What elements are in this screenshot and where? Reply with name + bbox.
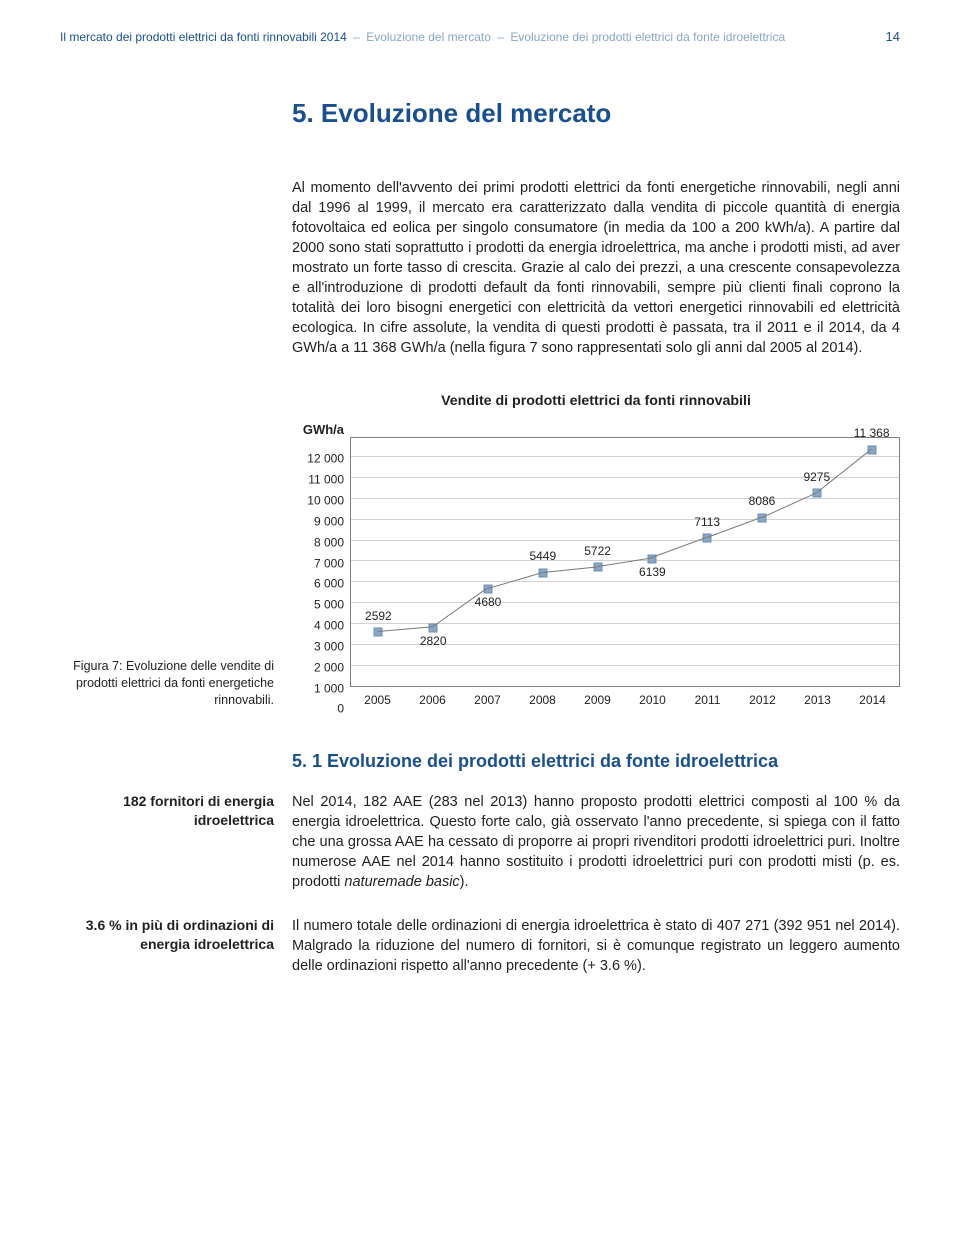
page-number: 14 <box>886 28 900 46</box>
breadcrumb-p3: Evoluzione dei prodotti elettrici da fon… <box>510 30 785 44</box>
intro-paragraph: Al momento dell'avvento dei primi prodot… <box>292 178 900 358</box>
y-tick-label: 4 000 <box>314 617 344 634</box>
y-tick-label: 6 000 <box>314 576 344 593</box>
x-tick-label: 2007 <box>460 687 515 709</box>
section-1-body: Nel 2014, 182 AAE (283 nel 2013) hanno p… <box>292 792 900 892</box>
page-header: Il mercato dei prodotti elettrici da fon… <box>60 28 900 46</box>
page-title: 5. Evoluzione del mercato <box>292 96 900 132</box>
x-tick-label: 2011 <box>680 687 735 709</box>
y-tick-label: 10 000 <box>307 492 344 509</box>
section-2-body: Il numero totale delle ordinazioni di en… <box>292 916 900 976</box>
y-tick-label: 9 000 <box>314 513 344 530</box>
data-label: 9275 <box>803 469 830 486</box>
margin-note-2: 3.6 % in più di ordinazioni di energia i… <box>60 916 292 976</box>
line-segment <box>543 566 598 573</box>
breadcrumb-p2: Evoluzione del mercato <box>366 30 491 44</box>
section-1: 182 fornitori di energia idroelettrica N… <box>60 792 900 892</box>
x-tick-label: 2006 <box>405 687 460 709</box>
y-axis: GWh/a 12 000 11 000 10 000 9 000 8 000 7 000 6… <box>292 421 350 709</box>
y-tick-label: 5 000 <box>314 597 344 614</box>
y-tick-label: 8 000 <box>314 534 344 551</box>
data-label: 6139 <box>639 564 666 581</box>
breadcrumb-sep: – <box>350 30 363 44</box>
data-label: 2820 <box>420 633 447 650</box>
figure-caption: Figura 7: Evoluzione delle vendite di pr… <box>60 658 292 709</box>
x-tick-label: 2005 <box>350 687 405 709</box>
x-axis: 2005200620072008200920102011201220132014 <box>350 687 900 709</box>
y-tick-label: 11 000 <box>308 472 344 489</box>
data-label: 8086 <box>749 493 776 510</box>
figure-row: Figura 7: Evoluzione delle vendite di pr… <box>60 392 900 709</box>
y-tick-label: 1 000 <box>314 680 344 697</box>
x-tick-label: 2012 <box>735 687 790 709</box>
data-label: 5722 <box>584 543 611 560</box>
y-tick-label: 12 000 <box>307 451 344 468</box>
chart-title: Vendite di prodotti elettrici da fonti r… <box>292 392 900 412</box>
section-2: 3.6 % in più di ordinazioni di energia i… <box>60 916 900 976</box>
y-tick-label: 3 000 <box>314 638 344 655</box>
line-segment <box>378 626 433 632</box>
section-heading: 5. 1 Evoluzione dei prodotti elettrici d… <box>292 749 900 774</box>
margin-note-1: 182 fornitori di energia idroelettrica <box>60 792 292 892</box>
x-tick-label: 2008 <box>515 687 570 709</box>
x-tick-label: 2014 <box>845 687 900 709</box>
x-tick-label: 2009 <box>570 687 625 709</box>
breadcrumb-sep: – <box>494 30 507 44</box>
breadcrumb-p1: Il mercato dei prodotti elettrici da fon… <box>60 30 347 44</box>
data-label: 5449 <box>529 548 556 565</box>
y-tick-label: 0 <box>337 701 344 718</box>
y-tick-label: 2 000 <box>314 659 344 676</box>
x-tick-label: 2010 <box>625 687 680 709</box>
data-marker <box>374 628 383 637</box>
chart-container: Vendite di prodotti elettrici da fonti r… <box>292 392 900 709</box>
plot-area: 25922820468054495722613971138086927511 3… <box>350 437 900 687</box>
data-label: 4680 <box>475 594 502 611</box>
x-tick-label: 2013 <box>790 687 845 709</box>
breadcrumb: Il mercato dei prodotti elettrici da fon… <box>60 29 785 46</box>
data-label: 2592 <box>365 608 392 625</box>
y-axis-unit: GWh/a <box>292 421 350 437</box>
data-label: 11 368 <box>854 425 890 442</box>
data-label: 7113 <box>694 514 720 531</box>
y-tick-label: 7 000 <box>314 555 344 572</box>
